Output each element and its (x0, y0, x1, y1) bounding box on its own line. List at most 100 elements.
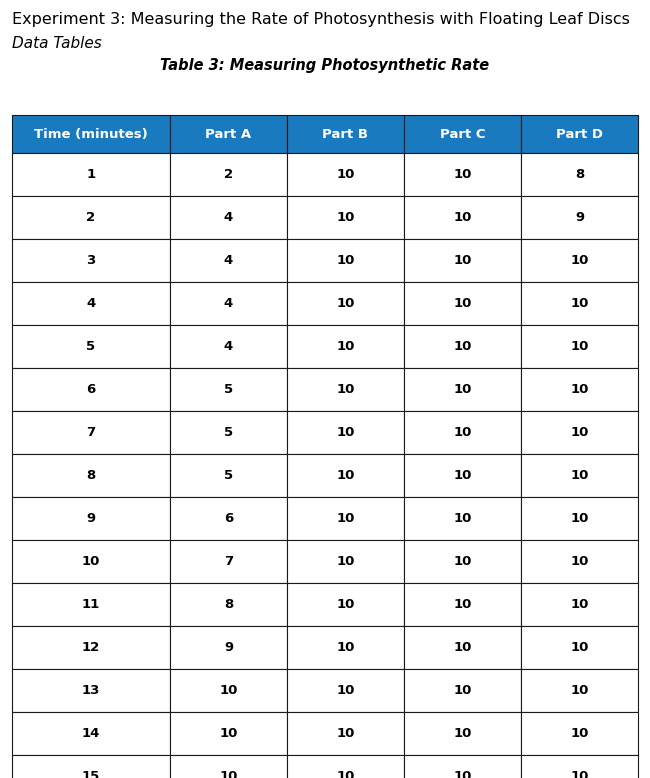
Bar (170, 583, 287, 626)
Bar (404, 583, 521, 626)
Text: 10: 10 (336, 641, 355, 654)
Text: 10: 10 (336, 168, 355, 181)
Bar (12, 239, 170, 282)
Text: 10: 10 (336, 426, 355, 439)
Bar (170, 626, 287, 669)
Text: Part C: Part C (440, 128, 486, 141)
Text: 7: 7 (86, 426, 96, 439)
Bar (404, 755, 521, 778)
Bar (170, 411, 287, 454)
Bar (287, 153, 404, 196)
Text: 10: 10 (570, 727, 589, 740)
Text: 10: 10 (336, 383, 355, 396)
Text: 12: 12 (82, 641, 100, 654)
Text: 10: 10 (336, 340, 355, 353)
Bar (521, 282, 638, 325)
Bar (170, 454, 287, 497)
Text: 10: 10 (453, 727, 472, 740)
Text: 11: 11 (82, 598, 100, 611)
Bar (12, 282, 170, 325)
Bar (12, 755, 170, 778)
Bar (404, 196, 521, 239)
Bar (521, 540, 638, 583)
Bar (170, 115, 287, 153)
Text: 4: 4 (224, 211, 233, 224)
Bar (287, 325, 404, 368)
Bar (170, 497, 287, 540)
Text: 10: 10 (453, 426, 472, 439)
Bar (521, 454, 638, 497)
Text: 5: 5 (86, 340, 96, 353)
Bar (12, 540, 170, 583)
Text: 10: 10 (570, 512, 589, 525)
Bar (404, 712, 521, 755)
Text: 2: 2 (86, 211, 96, 224)
Bar (170, 153, 287, 196)
Text: 10: 10 (570, 598, 589, 611)
Text: 9: 9 (224, 641, 233, 654)
Bar (12, 669, 170, 712)
Bar (170, 755, 287, 778)
Bar (170, 669, 287, 712)
Bar (12, 196, 170, 239)
Bar (287, 712, 404, 755)
Bar (404, 411, 521, 454)
Text: 10: 10 (453, 641, 472, 654)
Text: 9: 9 (575, 211, 584, 224)
Text: 10: 10 (570, 469, 589, 482)
Text: 10: 10 (219, 684, 238, 697)
Text: 8: 8 (575, 168, 584, 181)
Text: 10: 10 (453, 254, 472, 267)
Bar (287, 540, 404, 583)
Bar (12, 115, 170, 153)
Text: 6: 6 (86, 383, 96, 396)
Text: 10: 10 (453, 168, 472, 181)
Text: 10: 10 (336, 469, 355, 482)
Bar (287, 669, 404, 712)
Bar (170, 325, 287, 368)
Text: 10: 10 (453, 469, 472, 482)
Text: 10: 10 (453, 684, 472, 697)
Bar (404, 368, 521, 411)
Text: 10: 10 (453, 770, 472, 778)
Bar (521, 583, 638, 626)
Text: 10: 10 (570, 684, 589, 697)
Bar (521, 115, 638, 153)
Bar (287, 583, 404, 626)
Bar (170, 282, 287, 325)
Bar (521, 325, 638, 368)
Bar (521, 712, 638, 755)
Text: 10: 10 (336, 684, 355, 697)
Bar (404, 325, 521, 368)
Text: 2: 2 (224, 168, 233, 181)
Text: 5: 5 (224, 469, 233, 482)
Text: 14: 14 (82, 727, 100, 740)
Bar (287, 626, 404, 669)
Text: 10: 10 (570, 383, 589, 396)
Text: 6: 6 (224, 512, 233, 525)
Text: 10: 10 (453, 512, 472, 525)
Text: 10: 10 (453, 598, 472, 611)
Bar (12, 626, 170, 669)
Text: 3: 3 (86, 254, 96, 267)
Bar (404, 497, 521, 540)
Bar (404, 115, 521, 153)
Bar (521, 196, 638, 239)
Bar (170, 368, 287, 411)
Bar (12, 153, 170, 196)
Bar (404, 454, 521, 497)
Text: Table 3: Measuring Photosynthetic Rate: Table 3: Measuring Photosynthetic Rate (161, 58, 489, 73)
Text: 10: 10 (570, 254, 589, 267)
Text: Part B: Part B (322, 128, 369, 141)
Bar (521, 755, 638, 778)
Text: 10: 10 (336, 555, 355, 568)
Text: 10: 10 (336, 211, 355, 224)
Bar (287, 755, 404, 778)
Text: Time (minutes): Time (minutes) (34, 128, 148, 141)
Bar (521, 368, 638, 411)
Bar (404, 282, 521, 325)
Text: Part A: Part A (205, 128, 252, 141)
Bar (12, 368, 170, 411)
Text: 8: 8 (224, 598, 233, 611)
Text: Experiment 3: Measuring the Rate of Photosynthesis with Floating Leaf Discs: Experiment 3: Measuring the Rate of Phot… (12, 12, 630, 27)
